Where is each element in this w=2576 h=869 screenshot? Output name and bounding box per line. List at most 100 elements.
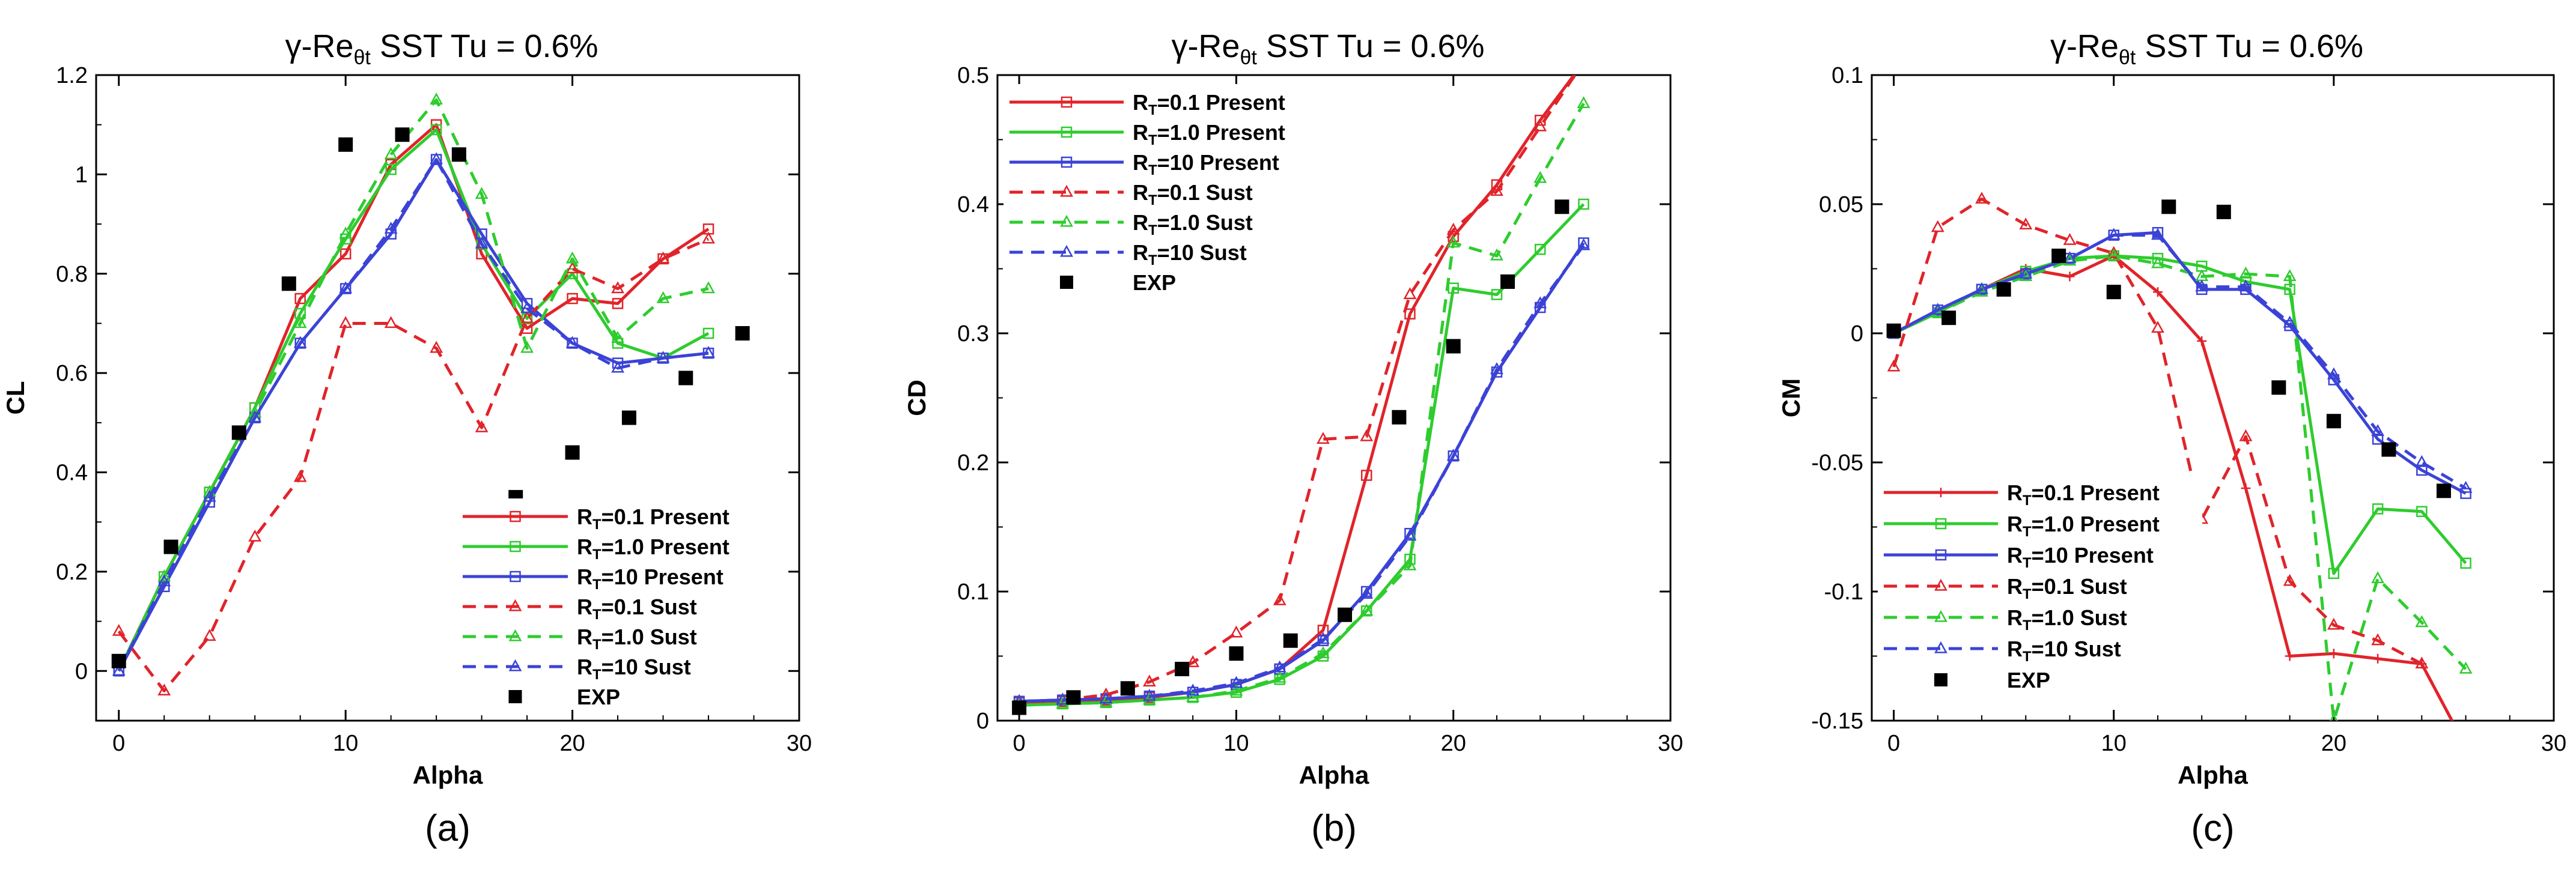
legend-label-exp: EXP xyxy=(577,685,620,709)
data-point xyxy=(476,228,487,240)
plot-frame xyxy=(95,74,800,722)
exp-point xyxy=(2381,442,2396,457)
legend-marker xyxy=(1060,214,1073,227)
data-point xyxy=(1578,198,1589,210)
data-point xyxy=(1317,432,1330,444)
data-point xyxy=(2063,251,2077,263)
exp-point xyxy=(565,445,580,460)
legend-exp-marker xyxy=(1934,673,1947,686)
exp-point xyxy=(1120,681,1135,696)
data-point xyxy=(340,248,352,259)
data-point xyxy=(1186,683,1200,696)
y-tick-label: 0.6 xyxy=(56,361,88,386)
data-point xyxy=(385,163,397,175)
data-point xyxy=(1887,359,1901,372)
data-point xyxy=(2239,429,2253,441)
chart-panel-2: γ-Reθt SST Tu = 0.6% 0 10 20 30 -0.15 -0.1 -0.0… xyxy=(1777,28,2566,849)
data-point xyxy=(1490,362,1503,374)
legend-marker xyxy=(1061,126,1073,138)
data-point xyxy=(521,298,533,309)
data-point xyxy=(1490,248,1503,261)
data-point xyxy=(2460,557,2471,569)
data-point xyxy=(1446,222,1460,235)
y-axis-label: CM xyxy=(1777,378,1805,417)
legend-label-2: RT=10 Present xyxy=(1133,150,1279,178)
data-point xyxy=(202,629,216,641)
data-point xyxy=(2283,269,2297,282)
series-line-2 xyxy=(1019,242,1585,703)
data-point xyxy=(430,92,443,104)
data-point xyxy=(293,470,307,482)
y-tick-label: 0.5 xyxy=(957,63,989,88)
x-tick-label: 30 xyxy=(787,731,812,756)
chart-title: γ-Reθt SST Tu = 0.6% xyxy=(285,28,598,69)
legend-label-5: RT=10 Sust xyxy=(577,655,691,683)
data-point xyxy=(1533,171,1547,183)
data-point xyxy=(565,336,579,348)
data-point xyxy=(430,152,443,165)
y-tick-label: 0.4 xyxy=(957,192,989,217)
data-point xyxy=(1273,660,1286,673)
data-point xyxy=(2371,424,2385,437)
legend-marker xyxy=(1061,96,1073,108)
data-point xyxy=(2460,488,2471,499)
exp-point xyxy=(678,371,693,386)
series-layer xyxy=(1012,75,1591,715)
y-tick-label: 0.4 xyxy=(56,461,88,486)
data-point xyxy=(656,251,670,264)
legend-marker xyxy=(508,629,522,641)
x-axis-label: Alpha xyxy=(1299,761,1369,789)
y-tick-label: 1 xyxy=(75,162,88,187)
exp-point xyxy=(338,137,353,152)
data-point xyxy=(2461,742,2471,751)
legend-marker xyxy=(510,540,521,553)
data-point xyxy=(1403,528,1417,541)
data-point xyxy=(1056,692,1070,705)
x-axis-label: Alpha xyxy=(413,761,483,789)
data-point xyxy=(157,569,171,581)
data-point xyxy=(2019,217,2033,230)
data-point xyxy=(1490,184,1503,196)
exp-point xyxy=(1229,646,1244,661)
data-point xyxy=(611,331,624,343)
chart-title: γ-Reθt SST Tu = 0.6% xyxy=(2050,28,2363,69)
x-tick-label: 0 xyxy=(112,731,125,756)
data-point xyxy=(1534,244,1546,255)
exp-point xyxy=(735,326,750,341)
y-tick-label: -0.05 xyxy=(1811,450,1863,476)
exp-point xyxy=(1283,633,1298,648)
data-point xyxy=(520,341,534,353)
y-tick-label: 0.05 xyxy=(1819,192,1863,217)
data-point xyxy=(1404,308,1416,319)
y-tick-label: 0.2 xyxy=(957,450,989,476)
data-point xyxy=(1404,554,1416,565)
legend-label-exp: EXP xyxy=(2007,668,2050,692)
data-point xyxy=(2283,315,2297,328)
data-point xyxy=(1186,655,1200,667)
series-line-3 xyxy=(1019,75,1577,704)
chart-title: γ-Reθt SST Tu = 0.6% xyxy=(1171,28,1484,69)
exp-point xyxy=(1941,310,1956,325)
data-point xyxy=(1229,683,1243,696)
y-tick-label: -0.15 xyxy=(1811,709,1863,734)
data-point xyxy=(2063,233,2077,245)
data-point xyxy=(2152,287,2163,297)
y-axis-label: CL xyxy=(1,381,29,415)
exp-point xyxy=(1066,690,1081,705)
legend-label-1: RT=1.0 Present xyxy=(2007,512,2160,540)
x-tick-label: 10 xyxy=(333,731,358,756)
data-point xyxy=(1056,696,1070,709)
legend-label-5: RT=10 Sust xyxy=(1133,240,1247,268)
data-point xyxy=(430,341,443,353)
series-line-3 xyxy=(117,237,710,692)
legend-label-4: RT=1.0 Sust xyxy=(1133,210,1253,238)
data-point xyxy=(1099,695,1113,707)
x-tick-label: 20 xyxy=(559,731,585,756)
data-point xyxy=(1931,303,1944,315)
exp-point xyxy=(2106,285,2121,300)
data-point xyxy=(475,187,489,199)
data-point xyxy=(1360,470,1372,481)
